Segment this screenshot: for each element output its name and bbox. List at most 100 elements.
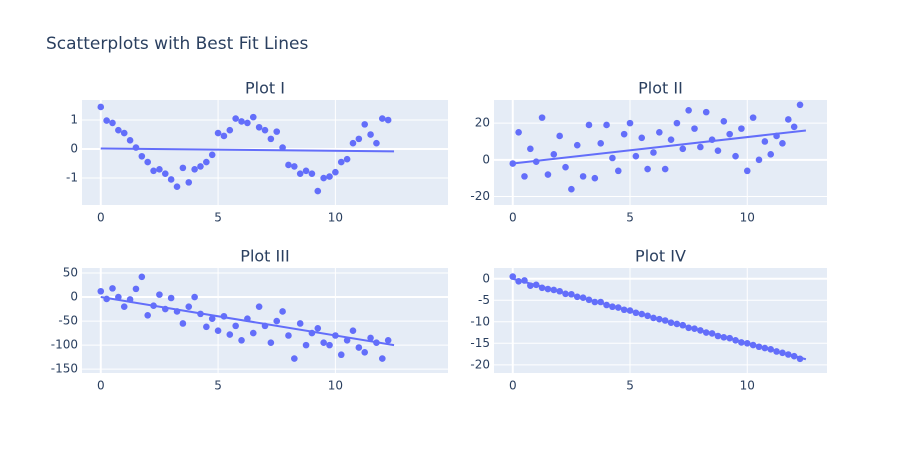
data-point — [755, 156, 763, 164]
data-point — [208, 315, 216, 322]
subplot-title: Plot IV — [635, 247, 686, 266]
data-point — [796, 101, 804, 109]
y-tick-label: 50 — [63, 266, 78, 280]
data-point — [156, 291, 163, 298]
data-point — [179, 164, 187, 172]
data-point — [738, 125, 745, 132]
data-point — [285, 161, 292, 169]
x-tick-label: 5 — [626, 211, 634, 225]
data-point — [337, 351, 345, 359]
data-point — [179, 320, 187, 327]
data-point — [161, 170, 169, 177]
data-point — [697, 143, 704, 151]
data-point — [379, 115, 386, 122]
data-point — [220, 132, 228, 140]
data-point — [349, 327, 357, 334]
y-tick-label: 20 — [475, 116, 490, 130]
data-point — [255, 303, 263, 310]
data-point — [332, 168, 339, 176]
data-point — [132, 144, 140, 151]
data-point — [732, 152, 739, 160]
x-tick-label: 5 — [214, 211, 222, 225]
data-point — [249, 329, 257, 337]
y-tick-label: -100 — [51, 338, 78, 352]
data-point — [361, 349, 369, 356]
plot-area — [82, 100, 448, 205]
data-point — [320, 174, 327, 182]
data-point — [214, 327, 222, 334]
data-point — [337, 158, 345, 166]
data-point — [579, 173, 587, 180]
data-point — [191, 293, 198, 301]
data-point — [244, 119, 251, 127]
x-tick-label: 0 — [509, 379, 517, 393]
data-point — [132, 285, 140, 293]
data-point — [320, 339, 327, 347]
data-point — [767, 151, 775, 158]
data-point — [296, 320, 304, 327]
data-point — [203, 323, 210, 331]
data-point — [685, 106, 692, 114]
y-tick-label: -20 — [470, 357, 490, 371]
data-point — [232, 115, 239, 122]
data-point — [314, 324, 322, 332]
data-point — [384, 116, 392, 124]
data-point — [726, 130, 733, 138]
data-point — [790, 123, 798, 131]
data-point — [291, 355, 298, 362]
data-point — [238, 118, 245, 125]
data-point — [521, 173, 528, 180]
fit-line — [100, 296, 395, 347]
data-point — [609, 154, 616, 162]
data-point — [97, 287, 105, 295]
data-point — [150, 167, 157, 175]
data-point — [109, 285, 116, 292]
data-point — [384, 337, 392, 344]
data-point — [743, 167, 751, 175]
x-tick-label: 0 — [509, 211, 517, 225]
data-point — [167, 294, 175, 302]
data-point — [226, 331, 234, 338]
data-point — [109, 119, 116, 127]
data-point — [279, 144, 286, 151]
data-point — [355, 344, 363, 351]
data-point — [238, 337, 245, 344]
data-point — [585, 121, 593, 129]
data-point — [702, 108, 710, 116]
data-point — [232, 322, 239, 330]
data-point — [226, 126, 234, 134]
y-tick-label: -20 — [470, 189, 490, 203]
x-tick-label: 5 — [214, 379, 222, 393]
data-point — [302, 341, 310, 349]
data-point — [267, 135, 275, 143]
data-point — [373, 139, 380, 147]
data-point — [302, 167, 310, 175]
data-point — [667, 136, 675, 143]
y-tick-label: 0 — [482, 271, 490, 285]
data-point — [379, 355, 386, 362]
x-tick-label: 0 — [97, 211, 105, 225]
data-point — [255, 123, 263, 131]
y-tick-label: -5 — [478, 293, 490, 307]
data-point — [185, 303, 193, 310]
x-tick-label: 0 — [97, 379, 105, 393]
data-point — [144, 312, 151, 319]
data-point — [785, 116, 792, 123]
data-point — [568, 185, 575, 193]
data-point — [626, 119, 634, 127]
data-point — [661, 165, 669, 173]
y-tick-label: 0 — [70, 290, 78, 304]
data-point — [156, 166, 163, 173]
data-point — [173, 183, 181, 191]
subplot-title: Plot II — [638, 79, 683, 98]
data-point — [550, 151, 558, 158]
data-point — [691, 125, 698, 132]
data-point — [679, 145, 687, 153]
x-tick-label: 10 — [328, 211, 343, 225]
data-point — [761, 138, 769, 145]
data-point — [326, 173, 333, 180]
data-point — [185, 179, 193, 186]
data-point — [203, 158, 210, 166]
